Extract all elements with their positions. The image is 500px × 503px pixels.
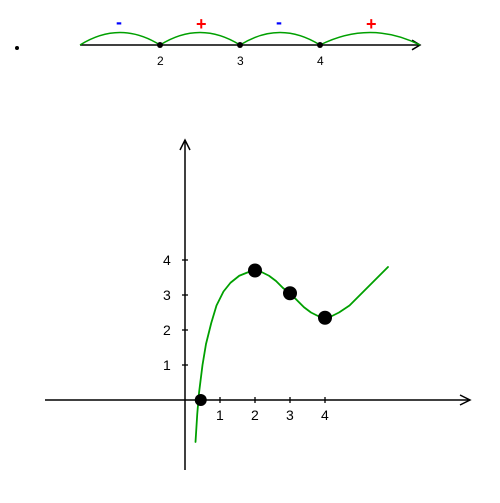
- sign-line: 2 3 4 - + - +: [80, 12, 420, 68]
- sign-critical-point: [157, 42, 163, 48]
- x-tick-label: 3: [286, 407, 294, 423]
- figure-container: 2 3 4 - + - +1 2 3 4 1 2 3 4: [0, 0, 500, 503]
- sign-tick-label: 2: [157, 54, 164, 68]
- y-tick-label: 3: [163, 287, 171, 303]
- x-tick-label: 1: [216, 407, 224, 423]
- plus-sign: +: [366, 14, 377, 34]
- sign-tick-label: 3: [237, 54, 244, 68]
- sign-arc: [320, 33, 420, 46]
- function-chart: 1 2 3 4 1 2 3 4: [45, 140, 470, 470]
- sign-arc: [240, 33, 320, 46]
- x-tick-label: 4: [321, 407, 329, 423]
- minus-sign: -: [276, 12, 282, 32]
- sign-arc: [160, 33, 240, 46]
- sign-tick-label: 4: [317, 54, 324, 68]
- sign-arc: [80, 33, 160, 46]
- minus-sign: -: [116, 12, 122, 32]
- curve-point: [318, 311, 332, 325]
- plus-sign: +: [196, 14, 207, 34]
- bullet-dot: [15, 46, 19, 50]
- curve-point: [195, 394, 207, 406]
- curve-point: [283, 286, 297, 300]
- curve-point: [248, 264, 262, 278]
- x-tick-label: 2: [251, 407, 259, 423]
- y-tick-label: 1: [163, 357, 171, 373]
- y-tick-label: 4: [163, 252, 171, 268]
- figure-svg: 2 3 4 - + - +1 2 3 4 1 2 3 4: [0, 0, 500, 503]
- y-tick-label: 2: [163, 322, 171, 338]
- sign-critical-point: [237, 42, 243, 48]
- sign-critical-point: [317, 42, 323, 48]
